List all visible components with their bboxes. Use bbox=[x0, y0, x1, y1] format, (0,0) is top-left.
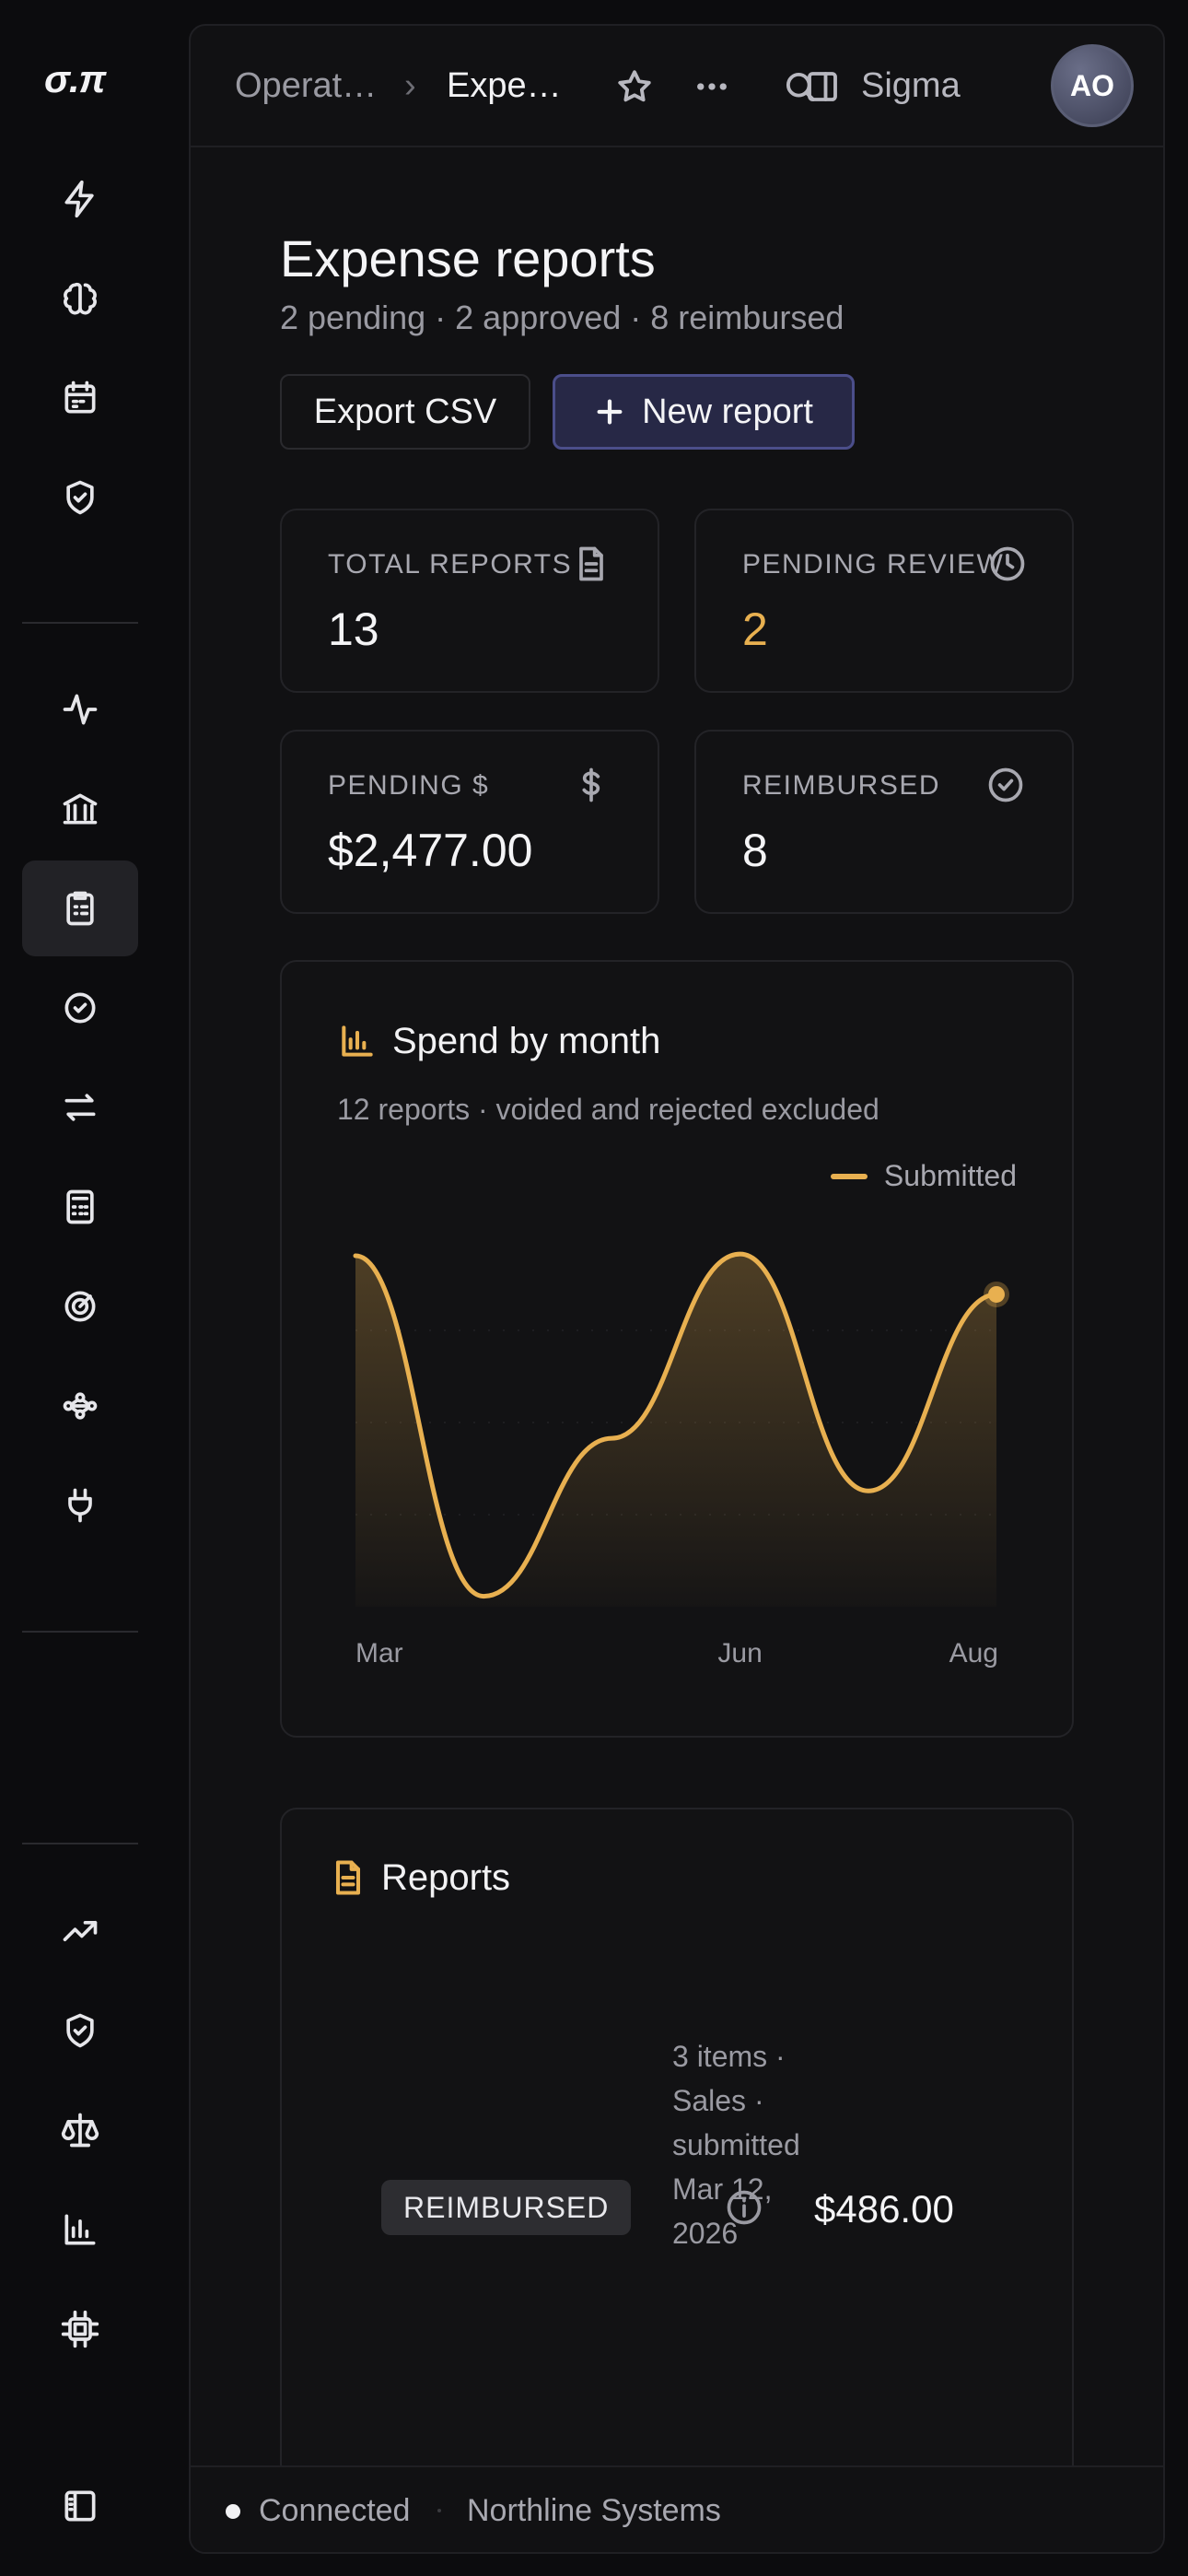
page-subtitle: 2 pending · 2 approved · 8 reimbursed bbox=[280, 299, 844, 336]
stat-card-reimbursed: REIMBURSED 8 bbox=[694, 730, 1074, 914]
plug-icon[interactable] bbox=[22, 1458, 138, 1553]
cpu-icon[interactable] bbox=[22, 2281, 138, 2377]
stat-card-total: TOTAL REPORTS 13 bbox=[280, 509, 659, 693]
chevron-right-icon: › bbox=[404, 66, 416, 105]
top-bar: Operat… › Expe… Sigma AO bbox=[191, 26, 1163, 147]
org-name[interactable]: Northline Systems bbox=[467, 2493, 721, 2528]
document-icon bbox=[328, 1857, 368, 1898]
shield-check-icon[interactable] bbox=[22, 450, 138, 545]
radar-icon[interactable] bbox=[22, 1259, 138, 1354]
more-horizontal-icon[interactable] bbox=[688, 63, 736, 111]
reports-card: Reports REIMBURSED 3 items · Sales · sub… bbox=[280, 1808, 1074, 2552]
bar-chart-icon bbox=[337, 1021, 378, 1061]
main-panel: Operat… › Expe… Sigma AO Expense reports… bbox=[189, 24, 1165, 2554]
stat-card-pending-amount: PENDING $ $2,477.00 bbox=[280, 730, 659, 914]
document-icon bbox=[571, 544, 611, 584]
connection-dot bbox=[226, 2504, 240, 2519]
brain-icon[interactable] bbox=[22, 251, 138, 346]
legend-label: Submitted bbox=[883, 1159, 1017, 1192]
rail-divider bbox=[22, 1631, 138, 1633]
new-report-label: New report bbox=[642, 392, 813, 431]
chart-legend[interactable]: Submitted bbox=[830, 1159, 1017, 1193]
clipboard-list-icon[interactable] bbox=[22, 861, 138, 956]
status-badge: REIMBURSED bbox=[381, 2180, 632, 2235]
activity-icon[interactable] bbox=[22, 662, 138, 757]
calendar-icon[interactable] bbox=[22, 350, 138, 446]
x-tick-label: Jun bbox=[717, 1638, 762, 1669]
calculator-icon[interactable] bbox=[22, 1159, 138, 1255]
trending-up-icon[interactable] bbox=[22, 1883, 138, 1979]
spend-chart-card: Spend by month 12 reports · voided and r… bbox=[280, 960, 1074, 1738]
stat-value: $2,477.00 bbox=[328, 825, 533, 876]
shield-check-icon[interactable] bbox=[22, 1983, 138, 2078]
report-amount: $486.00 bbox=[814, 2187, 954, 2231]
badge-check-icon[interactable] bbox=[22, 960, 138, 1056]
report-meta: 3 items · Sales · submitted Mar 12, 2026 bbox=[672, 2040, 800, 2250]
stat-value: 13 bbox=[328, 603, 379, 655]
clock-icon bbox=[987, 544, 1028, 584]
rail-divider bbox=[22, 622, 138, 624]
new-report-button[interactable]: New report bbox=[553, 374, 855, 450]
info-icon[interactable] bbox=[724, 2187, 764, 2228]
arrows-swap-icon[interactable] bbox=[22, 1060, 138, 1155]
chart-subtitle: 12 reports · voided and rejected exclude… bbox=[337, 1093, 879, 1126]
scale-icon[interactable] bbox=[22, 2082, 138, 2178]
export-csv-button[interactable]: Export CSV bbox=[280, 374, 530, 450]
bar-chart-icon[interactable] bbox=[22, 2182, 138, 2277]
data-point bbox=[988, 1285, 1005, 1303]
spend-chart: Mar Jun Aug bbox=[353, 1251, 1009, 1669]
stat-label: REIMBURSED bbox=[742, 770, 941, 801]
series-area bbox=[355, 1254, 996, 1607]
legend-swatch bbox=[830, 1173, 868, 1179]
stat-label: PENDING REVIEW bbox=[742, 549, 1005, 580]
app-logo[interactable]: σ.π bbox=[44, 57, 106, 100]
chart-title: Spend by month bbox=[392, 1021, 661, 1061]
sidebar-rail: σ.π bbox=[0, 0, 162, 2576]
x-tick-label: Aug bbox=[949, 1638, 998, 1669]
series-line bbox=[353, 1251, 999, 1599]
rail-divider bbox=[22, 1843, 138, 1844]
star-icon[interactable] bbox=[611, 63, 658, 111]
check-circle-icon bbox=[985, 765, 1026, 805]
stat-label: TOTAL REPORTS bbox=[328, 549, 573, 580]
connection-status: Connected bbox=[259, 2493, 411, 2528]
bolt-icon[interactable] bbox=[22, 151, 138, 247]
plus-icon bbox=[597, 399, 623, 425]
breadcrumb-current: Expe… bbox=[447, 66, 562, 105]
stat-label: PENDING $ bbox=[328, 770, 490, 801]
page-title: Expense reports bbox=[280, 229, 656, 287]
stat-value: 2 bbox=[742, 603, 768, 655]
stat-value: 8 bbox=[742, 825, 768, 876]
status-separator bbox=[437, 2509, 441, 2512]
panel-icon[interactable] bbox=[798, 63, 846, 111]
workflow-icon[interactable] bbox=[22, 1358, 138, 1454]
status-bar: Connected Northline Systems bbox=[191, 2465, 1163, 2552]
bank-icon[interactable] bbox=[22, 761, 138, 857]
avatar[interactable]: AO bbox=[1051, 44, 1134, 127]
stat-card-pending: PENDING REVIEW 2 bbox=[694, 509, 1074, 693]
breadcrumb-parent[interactable]: Operat… bbox=[235, 66, 378, 105]
dollar-icon bbox=[571, 765, 611, 805]
sidebar-toggle-icon[interactable] bbox=[22, 2458, 138, 2554]
x-tick-label: Mar bbox=[355, 1638, 403, 1669]
workspace-name[interactable]: Sigma bbox=[861, 66, 961, 105]
reports-title: Reports bbox=[381, 1857, 511, 1898]
